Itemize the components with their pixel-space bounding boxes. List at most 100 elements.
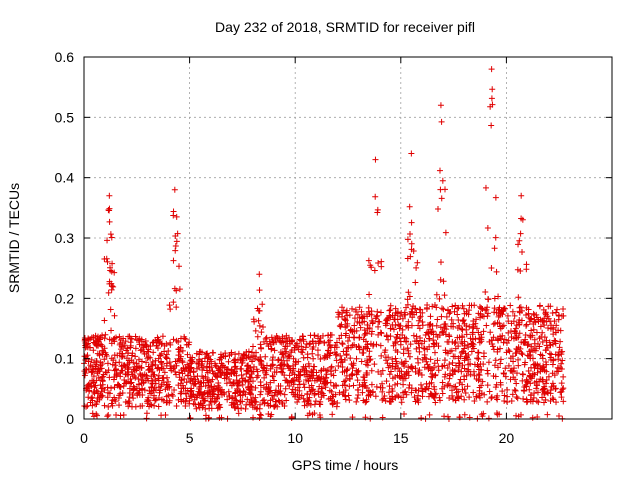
y-axis-label: SRMTID / TECUs	[6, 183, 22, 293]
data-point	[429, 392, 436, 399]
data-point	[94, 333, 101, 340]
data-point	[535, 318, 542, 325]
data-point	[88, 334, 95, 341]
data-point	[280, 339, 287, 346]
data-point	[273, 369, 280, 376]
data-point	[446, 332, 453, 339]
data-point	[243, 401, 250, 408]
data-point	[388, 398, 395, 405]
data-point	[445, 307, 452, 314]
data-point	[524, 342, 531, 349]
data-point	[492, 357, 499, 364]
data-point	[223, 380, 230, 387]
data-point	[161, 342, 168, 349]
data-point	[356, 304, 363, 311]
data-point	[217, 404, 224, 411]
data-point	[515, 241, 522, 248]
data-point	[489, 86, 496, 93]
data-point	[354, 377, 361, 384]
data-point	[413, 264, 420, 271]
data-point	[497, 333, 504, 340]
data-point	[163, 362, 170, 369]
data-point	[339, 363, 346, 370]
data-point	[417, 381, 424, 388]
data-point	[558, 351, 565, 358]
data-point	[527, 332, 534, 339]
data-point	[504, 393, 511, 400]
data-point	[457, 376, 464, 383]
data-point	[293, 374, 300, 381]
data-point	[165, 392, 172, 399]
data-point	[548, 351, 555, 358]
data-point	[461, 411, 468, 418]
data-point	[374, 209, 381, 216]
data-point	[330, 372, 337, 379]
data-point	[288, 347, 295, 354]
data-point	[463, 331, 470, 338]
data-point	[170, 257, 177, 264]
data-point	[196, 351, 203, 358]
data-point	[349, 370, 356, 377]
data-point	[332, 367, 339, 374]
data-point	[417, 306, 424, 313]
data-point	[513, 370, 520, 377]
data-point	[119, 367, 126, 374]
data-point	[371, 361, 378, 368]
data-point	[483, 322, 490, 329]
data-point	[143, 343, 150, 350]
data-point	[257, 341, 264, 348]
data-point	[304, 412, 311, 419]
data-point	[510, 358, 517, 365]
data-point	[253, 374, 260, 381]
data-point	[295, 396, 302, 403]
data-point	[109, 260, 116, 267]
data-point	[317, 356, 324, 363]
data-point	[504, 312, 511, 319]
data-point	[430, 337, 437, 344]
data-point	[333, 351, 340, 358]
data-point	[206, 367, 213, 374]
data-point	[447, 348, 454, 355]
data-point	[449, 359, 456, 366]
data-point	[470, 317, 477, 324]
data-point	[256, 287, 263, 294]
data-point	[96, 394, 103, 401]
data-point	[121, 380, 128, 387]
data-point	[419, 309, 426, 316]
data-point	[437, 259, 444, 266]
data-point	[249, 394, 256, 401]
data-point	[539, 329, 546, 336]
data-point	[309, 338, 316, 345]
data-point	[512, 350, 519, 357]
data-point	[347, 355, 354, 362]
data-point	[167, 306, 174, 313]
data-point	[332, 351, 339, 358]
data-point	[558, 365, 565, 372]
data-point	[205, 379, 212, 386]
data-point	[130, 359, 137, 366]
data-point	[286, 372, 293, 379]
data-point	[520, 387, 527, 394]
data-point	[158, 381, 165, 388]
data-point	[558, 360, 565, 367]
data-point	[268, 334, 275, 341]
data-point	[536, 303, 543, 310]
data-point	[518, 215, 525, 222]
data-point	[189, 358, 196, 365]
data-point	[239, 375, 246, 382]
data-point	[383, 316, 390, 323]
data-point	[108, 385, 115, 392]
data-point	[216, 414, 223, 421]
data-point	[253, 398, 260, 405]
data-point	[271, 377, 278, 384]
data-point	[476, 339, 483, 346]
data-point	[89, 368, 96, 375]
data-point	[382, 397, 389, 404]
data-point	[485, 359, 492, 366]
data-point	[535, 399, 542, 406]
data-point	[541, 367, 548, 374]
data-point	[226, 392, 233, 399]
data-point	[432, 390, 439, 397]
data-point	[263, 362, 270, 369]
data-point	[425, 328, 432, 335]
